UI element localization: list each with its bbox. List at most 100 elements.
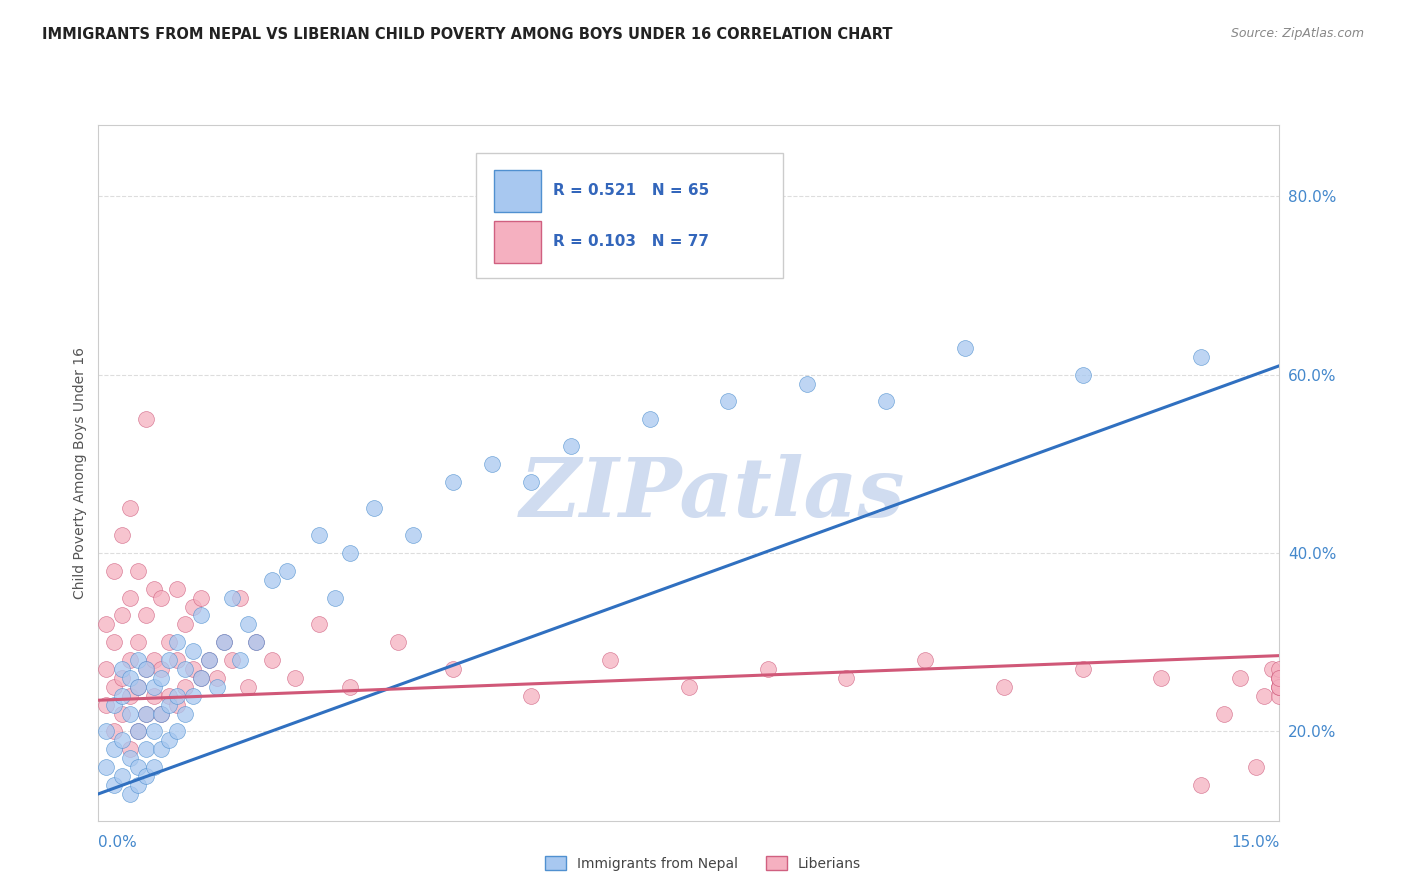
Point (1150, 671, 1173, 685)
Point (166, 689, 188, 703)
Point (875, 394, 897, 409)
Point (205, 671, 228, 685)
Point (157, 635, 180, 649)
Point (135, 742, 157, 756)
Point (181, 644, 204, 658)
Point (127, 760, 149, 774)
Point (323, 591, 346, 605)
Point (111, 689, 134, 703)
Point (142, 760, 165, 774)
Point (638, 412, 661, 426)
Point (276, 564, 298, 578)
Text: 15.0%: 15.0% (1232, 836, 1279, 850)
Point (157, 689, 180, 703)
Point (214, 635, 236, 649)
Point (142, 653, 165, 667)
Point (181, 599, 204, 614)
Point (1260, 662, 1282, 676)
Point (914, 653, 936, 667)
Point (127, 724, 149, 739)
Point (197, 653, 219, 667)
Point (118, 591, 141, 605)
Point (245, 635, 267, 649)
Point (157, 733, 180, 747)
Point (308, 528, 330, 542)
Point (127, 680, 149, 694)
Point (520, 689, 543, 703)
Point (150, 706, 173, 721)
Point (111, 769, 134, 783)
Point (308, 617, 330, 632)
Point (111, 706, 134, 721)
Point (96, 662, 118, 676)
Point (103, 724, 125, 739)
Point (1268, 680, 1291, 694)
Point (260, 653, 283, 667)
Point (96, 760, 118, 774)
Point (166, 724, 188, 739)
Point (756, 662, 779, 676)
Point (103, 698, 125, 712)
Point (150, 671, 173, 685)
Point (190, 608, 212, 623)
Point (135, 608, 157, 623)
Y-axis label: Child Poverty Among Boys Under 16: Child Poverty Among Boys Under 16 (73, 347, 87, 599)
Point (229, 653, 252, 667)
Point (103, 635, 125, 649)
Point (103, 680, 125, 694)
Point (111, 733, 134, 747)
Point (142, 689, 165, 703)
Point (127, 680, 149, 694)
Point (1268, 680, 1291, 694)
Point (1213, 706, 1236, 721)
Point (1268, 662, 1291, 676)
Point (1268, 671, 1291, 685)
Text: IMMIGRANTS FROM NEPAL VS LIBERIAN CHILD POVERTY AMONG BOYS UNDER 16 CORRELATION : IMMIGRANTS FROM NEPAL VS LIBERIAN CHILD … (42, 27, 893, 42)
Point (221, 591, 243, 605)
Point (993, 680, 1015, 694)
Point (142, 582, 165, 596)
FancyBboxPatch shape (477, 153, 783, 278)
Point (214, 635, 236, 649)
Point (1189, 778, 1212, 792)
Point (190, 591, 212, 605)
Point (1071, 368, 1094, 382)
Point (118, 501, 141, 516)
Point (150, 662, 173, 676)
Point (135, 412, 157, 426)
Point (1189, 350, 1212, 364)
Point (142, 724, 165, 739)
Point (127, 564, 149, 578)
Point (96, 617, 118, 632)
Point (166, 635, 188, 649)
Point (260, 573, 283, 587)
Point (96, 698, 118, 712)
Point (118, 671, 141, 685)
Text: Source: ZipAtlas.com: Source: ZipAtlas.com (1230, 27, 1364, 40)
Point (835, 671, 858, 685)
Point (953, 341, 976, 355)
Point (135, 662, 157, 676)
Point (135, 769, 157, 783)
Point (135, 662, 157, 676)
Text: 0.0%: 0.0% (98, 836, 138, 850)
Point (796, 376, 818, 391)
Point (181, 689, 204, 703)
Point (111, 608, 134, 623)
Point (236, 617, 259, 632)
Point (157, 653, 180, 667)
Point (717, 394, 740, 409)
Point (103, 778, 125, 792)
Point (111, 671, 134, 685)
Point (678, 680, 700, 694)
Point (118, 689, 141, 703)
Point (1268, 671, 1291, 685)
Point (127, 724, 149, 739)
Point (387, 635, 409, 649)
Point (127, 778, 149, 792)
Point (1229, 671, 1251, 685)
Point (118, 706, 141, 721)
Point (1253, 689, 1275, 703)
Point (127, 653, 149, 667)
Point (284, 671, 307, 685)
